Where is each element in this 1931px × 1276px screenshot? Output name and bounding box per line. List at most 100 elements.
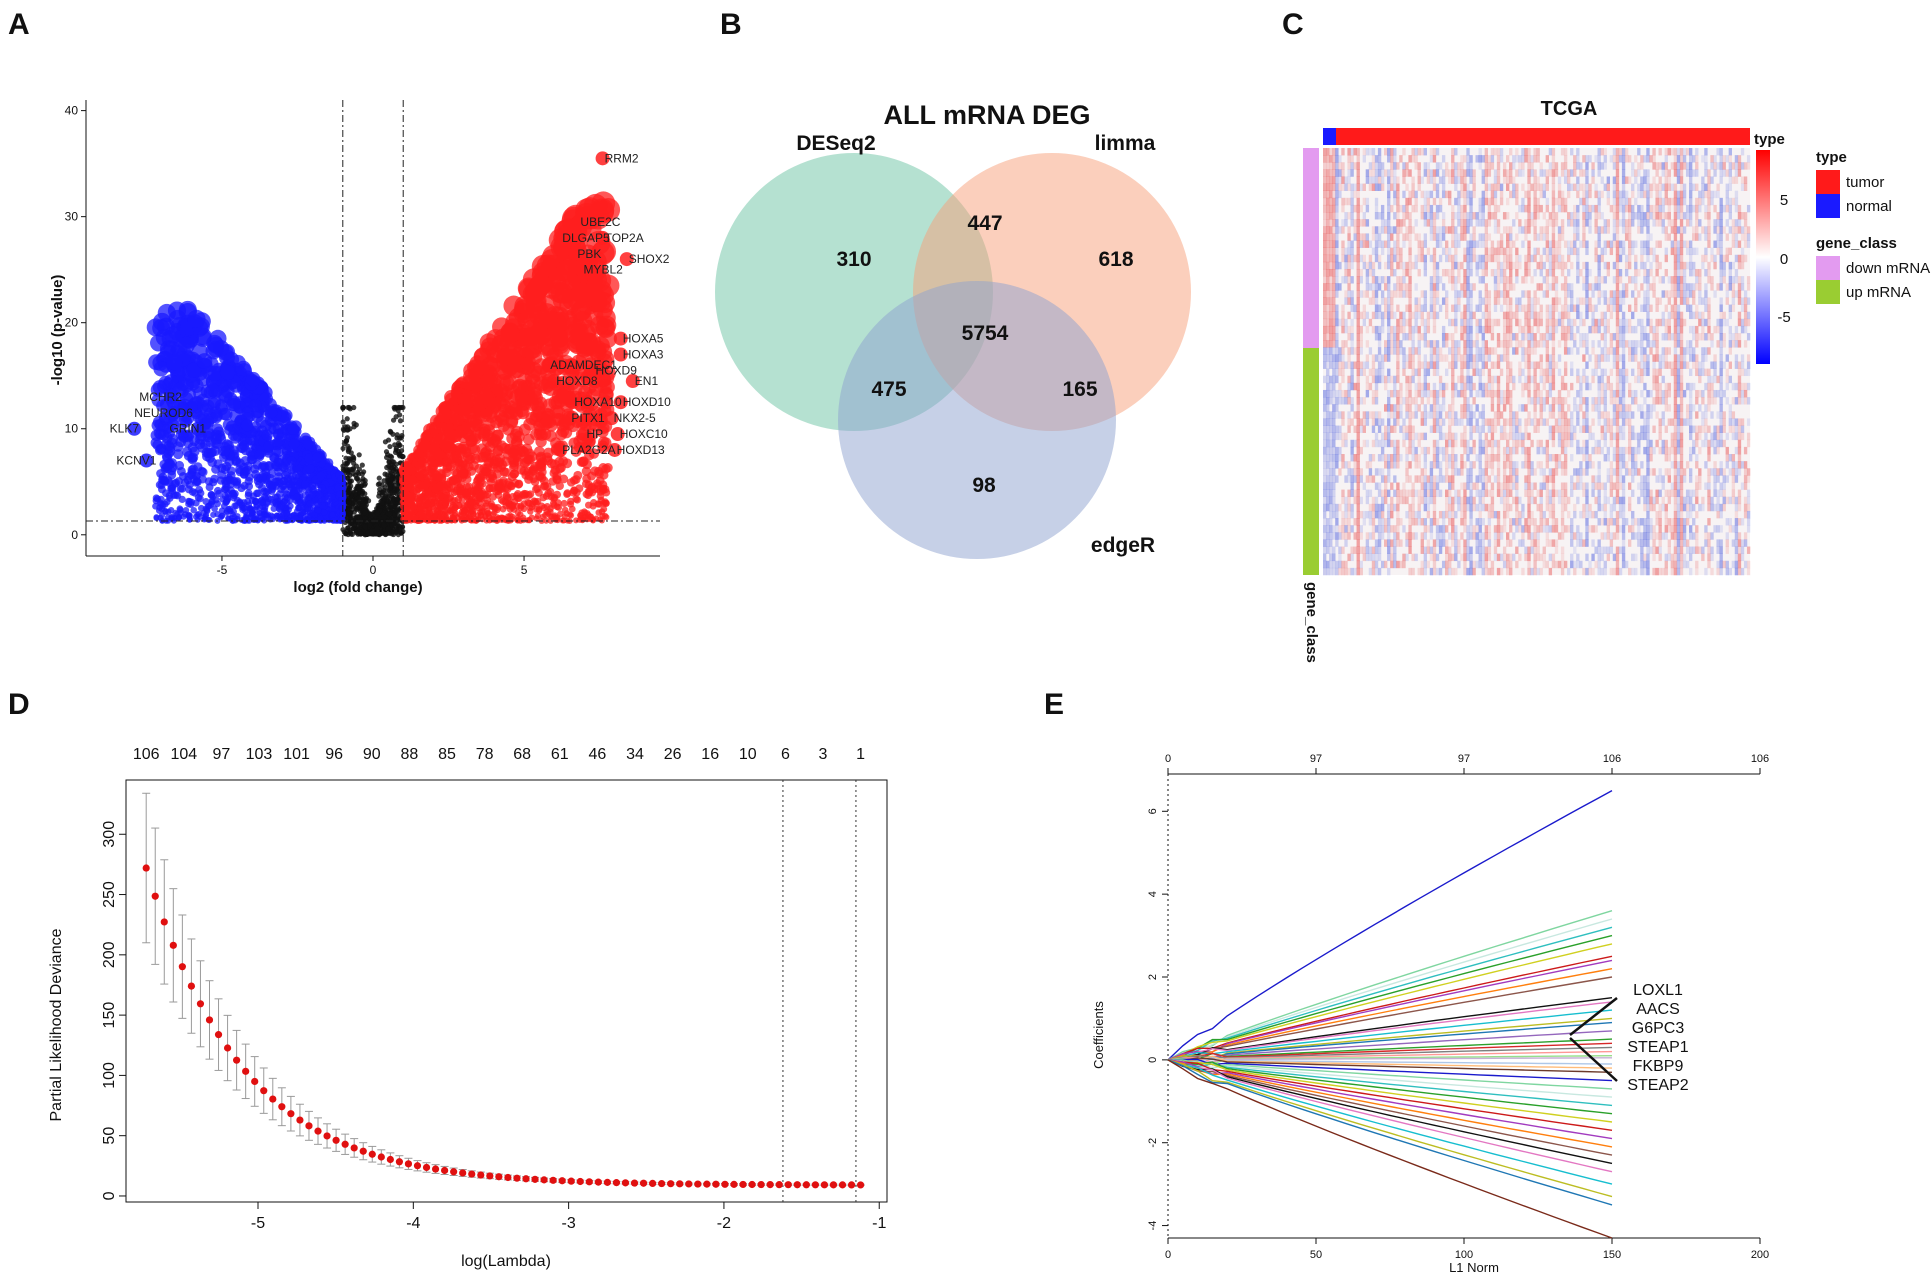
heatmap-cell: [1332, 212, 1336, 220]
volcano-point-down: [278, 462, 288, 472]
heatmap-cell: [1347, 183, 1351, 191]
volcano-point-down: [162, 489, 170, 497]
heatmap-cell: [1710, 176, 1714, 184]
heatmap-cell: [1539, 183, 1543, 191]
heatmap-cell: [1524, 148, 1528, 156]
volcano-point-up: [590, 291, 612, 312]
heatmap-cell: [1521, 197, 1525, 206]
heatmap-cell: [1567, 176, 1571, 184]
volcano-point-up: [462, 374, 478, 391]
heatmap-cell: [1673, 183, 1678, 191]
heatmap-cell: [1600, 148, 1604, 156]
heatmap-cell: [1356, 155, 1360, 163]
volcano-point-labeled: [613, 347, 628, 362]
heatmap-cell: [1481, 169, 1485, 177]
heatmap-cell: [1685, 204, 1690, 213]
heatmap-cell: [1679, 155, 1684, 163]
volcano-point-nonsig: [382, 439, 389, 445]
heatmap-cell: [1454, 169, 1458, 177]
heatmap-cell: [1463, 176, 1467, 184]
heatmap-cell: [1323, 197, 1327, 206]
heatmap-cell: [1332, 169, 1336, 177]
heatmap-cell: [1710, 190, 1714, 199]
heatmap-cell: [1329, 190, 1333, 199]
heatmap-cell: [1481, 155, 1485, 163]
heatmap-cell: [1402, 176, 1406, 184]
volcano-point-up: [576, 350, 593, 368]
heatmap-cell: [1490, 190, 1495, 199]
volcano-point-down: [288, 438, 300, 450]
heatmap-cell: [1481, 204, 1485, 213]
heatmap-cell: [1393, 148, 1397, 156]
heatmap-cell: [1515, 155, 1519, 163]
heatmap-cell: [1676, 176, 1681, 184]
volcano-point-down: [163, 448, 174, 459]
heatmap-cell: [1454, 148, 1458, 156]
heatmap-cell: [1713, 155, 1717, 163]
heatmap-cell: [1374, 204, 1379, 213]
heatmap-cell: [1582, 155, 1586, 163]
volcano-point-up: [549, 329, 569, 348]
heatmap-cell: [1670, 148, 1675, 156]
heatmap-cell: [1725, 190, 1729, 199]
volcano-gene-label: EN1: [635, 374, 659, 388]
heatmap-cell: [1493, 183, 1498, 191]
heatmap-cell: [1664, 169, 1668, 177]
heatmap-cell: [1484, 190, 1488, 199]
volcano-point-up: [524, 475, 533, 484]
volcano-x-title: log2 (fold change): [293, 579, 422, 596]
heatmap-cell: [1402, 169, 1406, 177]
volcano-point-nonsig: [394, 508, 400, 514]
heatmap-cell: [1393, 169, 1397, 177]
heatmap-cell: [1612, 197, 1617, 206]
heatmap-cell: [1563, 176, 1568, 184]
heatmap-cell: [1746, 155, 1751, 163]
volcano-point-down: [209, 478, 218, 487]
heatmap-cell: [1338, 162, 1342, 170]
heatmap-cell: [1557, 190, 1562, 199]
heatmap-cell: [1332, 155, 1336, 163]
heatmap-cell: [1646, 183, 1650, 191]
heatmap-cell: [1664, 197, 1668, 206]
heatmap-cell: [1655, 197, 1659, 206]
heatmap-cell: [1542, 169, 1546, 177]
heatmap-cell: [1393, 197, 1397, 206]
heatmap-cell: [1615, 197, 1620, 206]
heatmap-cell: [1542, 190, 1546, 199]
heatmap-cell: [1603, 162, 1607, 170]
heatmap-cell: [1487, 204, 1492, 213]
heatmap-cell: [1646, 148, 1650, 156]
volcano-point-up: [563, 490, 571, 498]
volcano-point-labeled: [595, 151, 610, 166]
volcano-point-up: [432, 510, 439, 518]
volcano-point-labeled: [547, 374, 562, 389]
volcano-point-nonsig: [376, 481, 383, 487]
heatmap-cell: [1713, 204, 1717, 213]
heatmap-cell: [1518, 169, 1522, 177]
volcano-point-down: [218, 389, 232, 404]
heatmap-cell: [1698, 204, 1702, 213]
volcano-point-down: [162, 462, 172, 472]
volcano-point-nonsig: [398, 530, 404, 536]
heatmap-cell: [1390, 162, 1394, 170]
volcano-point-up: [578, 456, 589, 467]
heatmap-cell: [1521, 169, 1525, 177]
heatmap-cell: [1676, 148, 1681, 156]
volcano-point-labeled: [607, 442, 622, 457]
volcano-point-down: [264, 406, 278, 419]
volcano-point-up: [497, 348, 515, 366]
volcano-point-down: [215, 489, 223, 498]
volcano-point-up: [595, 476, 605, 485]
heatmap-cell: [1469, 190, 1473, 199]
heatmap-cell: [1329, 176, 1333, 184]
heatmap-cell: [1429, 204, 1434, 213]
heatmap-cell: [1624, 204, 1629, 213]
heatmap-cell: [1521, 148, 1525, 156]
volcano-point-up: [580, 515, 587, 522]
heatmap-cell: [1399, 155, 1403, 163]
volcano-point-nonsig: [348, 520, 354, 527]
heatmap-cell: [1661, 204, 1665, 213]
heatmap-cell: [1469, 155, 1473, 163]
heatmap-cell: [1335, 190, 1339, 199]
heatmap-cell: [1731, 176, 1736, 184]
